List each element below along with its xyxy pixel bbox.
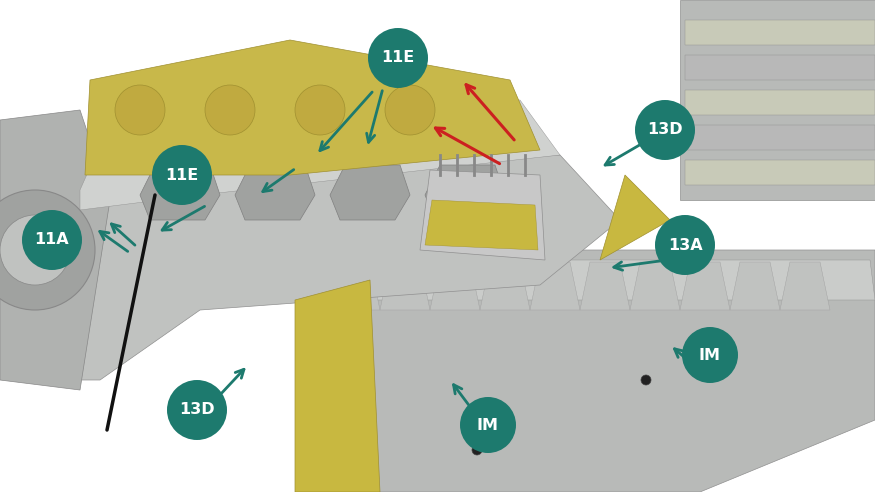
Polygon shape [420, 170, 545, 260]
Polygon shape [480, 262, 530, 310]
Polygon shape [685, 55, 875, 80]
Circle shape [295, 85, 345, 135]
Polygon shape [680, 262, 730, 310]
Polygon shape [685, 125, 875, 150]
Text: 11E: 11E [165, 167, 199, 183]
Polygon shape [330, 165, 410, 220]
Polygon shape [530, 262, 580, 310]
Polygon shape [330, 262, 380, 310]
Circle shape [205, 85, 255, 135]
Circle shape [682, 327, 738, 383]
Circle shape [167, 380, 227, 440]
Text: IM: IM [699, 347, 721, 363]
Circle shape [655, 215, 715, 275]
Polygon shape [85, 40, 540, 175]
Circle shape [635, 100, 695, 160]
Polygon shape [50, 155, 620, 380]
Text: 13D: 13D [648, 123, 682, 137]
Text: 13D: 13D [179, 402, 215, 418]
Polygon shape [310, 250, 875, 492]
Polygon shape [630, 262, 680, 310]
Circle shape [460, 397, 516, 453]
Circle shape [641, 375, 651, 385]
Polygon shape [295, 280, 380, 492]
Circle shape [152, 145, 212, 205]
Circle shape [22, 210, 82, 270]
Text: 11E: 11E [382, 51, 415, 65]
Circle shape [0, 190, 95, 310]
Polygon shape [685, 90, 875, 115]
Circle shape [472, 445, 482, 455]
Circle shape [368, 28, 428, 88]
Text: 11A: 11A [35, 233, 69, 247]
Polygon shape [430, 262, 480, 310]
Circle shape [0, 215, 70, 285]
Circle shape [385, 85, 435, 135]
Polygon shape [685, 160, 875, 185]
Text: 13A: 13A [668, 238, 703, 252]
Polygon shape [80, 100, 560, 210]
Polygon shape [425, 200, 538, 250]
Polygon shape [600, 175, 670, 260]
Polygon shape [380, 262, 430, 310]
Polygon shape [730, 262, 780, 310]
Circle shape [115, 85, 165, 135]
Polygon shape [0, 110, 110, 390]
Text: IM: IM [477, 418, 499, 432]
Polygon shape [425, 165, 505, 220]
Polygon shape [680, 0, 875, 200]
Polygon shape [780, 262, 830, 310]
Polygon shape [685, 20, 875, 45]
Polygon shape [580, 262, 630, 310]
Polygon shape [310, 260, 875, 300]
Polygon shape [235, 165, 315, 220]
Polygon shape [140, 165, 220, 220]
